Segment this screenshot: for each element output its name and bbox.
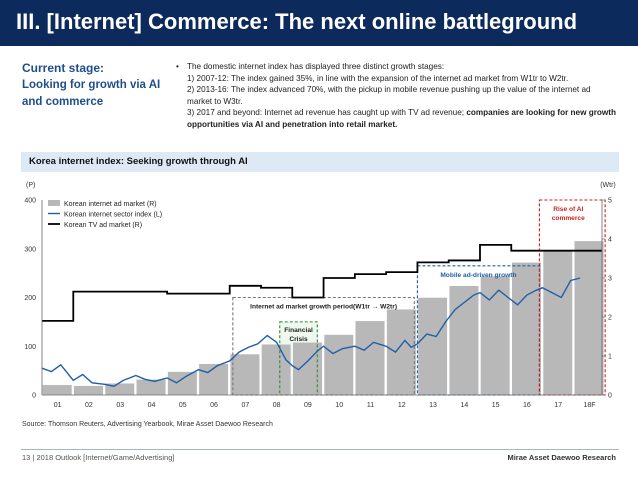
annotation-label: Rise of AI (553, 206, 583, 213)
ad-market-bar (261, 344, 292, 396)
right-tick-label: 3 (608, 276, 612, 283)
footer-divider (21, 449, 619, 450)
x-tick-label: 18F (583, 402, 595, 409)
x-tick-label: 12 (398, 402, 406, 409)
x-tick-label: 08 (273, 402, 281, 409)
legend-swatch (48, 200, 60, 206)
ad-market-bar (542, 250, 573, 396)
x-tick-label: 03 (116, 402, 124, 409)
annotation-label: Crisis (289, 336, 308, 343)
source-note: Source: Thomson Reuters, Advertising Yea… (22, 421, 273, 428)
x-tick-label: 13 (429, 402, 437, 409)
ad-market-bar (136, 379, 166, 396)
ad-market-bar (417, 297, 448, 396)
right-axis-unit: (Wtr) (600, 182, 616, 189)
left-tick-label: 0 (32, 393, 36, 400)
left-tick-label: 300 (24, 246, 36, 253)
period-emphasis: companies are looking for new growth opp… (187, 108, 617, 129)
x-tick-label: 05 (179, 402, 187, 409)
x-tick-label: 06 (210, 402, 218, 409)
period-text: 1) 2007-12: The index gained 35%, in lin… (187, 73, 569, 83)
ad-market-bar (230, 353, 260, 396)
left-tick-label: 100 (24, 344, 36, 351)
period-item: 3) 2017 and beyond: Internet ad revenue … (176, 107, 616, 130)
right-tick-label: 2 (608, 315, 612, 322)
ad-market-bar (511, 262, 542, 396)
x-tick-label: 01 (54, 402, 62, 409)
right-tick-label: 5 (608, 198, 612, 205)
annotation-label: Internet ad market growth period(W1tr → … (250, 304, 397, 311)
x-tick-label: 07 (241, 402, 249, 409)
legend-label: Korean TV ad market (R) (64, 222, 142, 229)
legend-label: Korean internet sector index (L) (64, 212, 162, 219)
right-tick-label: 4 (608, 237, 612, 244)
annotation-label: Financial (284, 327, 313, 334)
x-tick-label: 16 (523, 402, 531, 409)
x-tick-label: 11 (367, 402, 374, 409)
stage-summary: Current stage: Looking for growth via AI… (22, 60, 182, 111)
annotation-label: Mobile ad-driven growth (440, 272, 516, 279)
footer-brand: Mirae Asset Daewoo Research (507, 453, 616, 462)
slide-title: III. [Internet] Commerce: The next onlin… (16, 9, 578, 34)
ad-market-bar (574, 240, 604, 396)
x-tick-label: 17 (554, 402, 562, 409)
x-tick-label: 02 (85, 402, 93, 409)
stage-text: Looking for growth via AI and commerce (22, 79, 161, 108)
legend-label: Korean internet ad market (R) (64, 201, 157, 208)
x-tick-label: 15 (492, 402, 500, 409)
chart-title-band: Korea internet index: Seeking growth thr… (21, 152, 619, 172)
x-tick-label: 09 (304, 402, 312, 409)
right-tick-label: 0 (608, 393, 612, 400)
ad-market-bar (167, 371, 198, 396)
period-text: 2) 2013-16: The index advanced 70%, with… (187, 85, 591, 106)
ad-market-bar (42, 384, 73, 396)
ad-market-bar (323, 334, 354, 396)
period-item: 1) 2007-12: The index gained 35%, in lin… (176, 73, 616, 85)
left-axis-unit: (P) (26, 182, 35, 189)
title-banner: III. [Internet] Commerce: The next onlin… (0, 0, 638, 46)
right-tick-label: 1 (608, 354, 612, 361)
ad-market-bar (449, 285, 479, 396)
left-tick-label: 400 (24, 198, 36, 205)
ad-market-bar (386, 309, 417, 396)
x-tick-label: 14 (460, 402, 468, 409)
x-tick-label: 04 (148, 402, 156, 409)
bullet-dot-icon: • (176, 62, 179, 71)
annotation-box (538, 199, 606, 396)
period-text: 3) 2017 and beyond: Internet ad revenue … (187, 108, 467, 118)
tv-ad-market-line (42, 243, 602, 322)
bullet-lead-text: The domestic internet index has displaye… (187, 62, 445, 71)
chart-title: Korea internet index: Seeking growth thr… (29, 156, 248, 167)
annotation-label: commerce (552, 215, 585, 222)
x-tick-label: 10 (335, 402, 343, 409)
growth-stages-list: • The domestic internet index has displa… (176, 61, 616, 131)
stage-heading: Current stage: (22, 61, 105, 75)
ad-market-bar (73, 385, 104, 396)
internet-index-line (41, 277, 581, 387)
footer-page-info: 13 | 2018 Outlook [Internet/Game/Adverti… (22, 453, 175, 462)
bullet-lead: • The domestic internet index has displa… (176, 61, 616, 73)
ad-market-bar (355, 320, 385, 396)
left-tick-label: 200 (24, 295, 36, 302)
period-item: 2) 2013-16: The index advanced 70%, with… (176, 84, 616, 107)
